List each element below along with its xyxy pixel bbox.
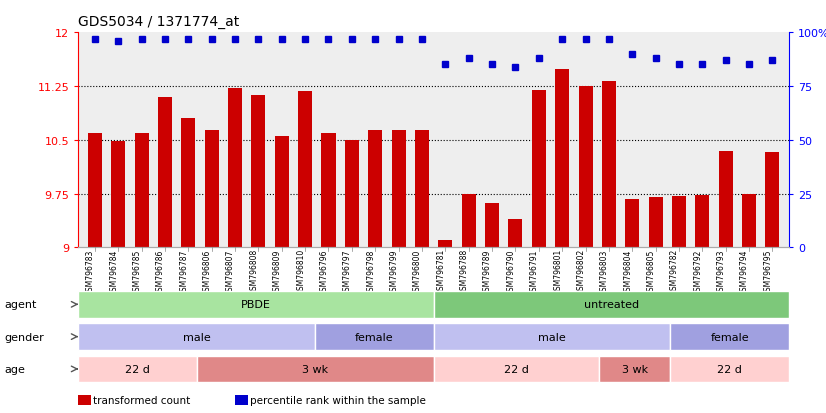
Bar: [695, 195, 710, 248]
Bar: [509, 219, 522, 248]
Text: GSM796808: GSM796808: [249, 249, 259, 295]
Bar: [251, 95, 265, 248]
Text: untreated: untreated: [584, 299, 638, 310]
Bar: [434, 356, 600, 382]
Text: GSM796794: GSM796794: [740, 249, 749, 295]
Text: GSM796791: GSM796791: [529, 249, 539, 295]
Bar: [439, 241, 453, 248]
Bar: [197, 356, 434, 382]
Bar: [434, 292, 789, 318]
Bar: [135, 133, 149, 248]
Bar: [532, 90, 546, 248]
Text: GSM796801: GSM796801: [553, 249, 563, 295]
Bar: [181, 119, 195, 248]
Bar: [672, 196, 686, 248]
Text: GSM796805: GSM796805: [647, 249, 656, 295]
Bar: [78, 292, 434, 318]
Text: GSM796787: GSM796787: [179, 249, 188, 295]
Text: GSM796781: GSM796781: [436, 249, 445, 295]
Text: male: male: [183, 332, 211, 342]
Text: GSM796792: GSM796792: [693, 249, 702, 295]
Bar: [625, 199, 639, 248]
Bar: [158, 97, 172, 248]
Bar: [719, 151, 733, 248]
Bar: [205, 131, 219, 248]
Text: 3 wk: 3 wk: [302, 364, 328, 374]
Text: GSM796790: GSM796790: [506, 249, 515, 295]
Text: percentile rank within the sample: percentile rank within the sample: [249, 395, 425, 405]
Bar: [742, 194, 756, 248]
Text: male: male: [539, 332, 566, 342]
Bar: [112, 142, 126, 248]
Text: GSM796786: GSM796786: [156, 249, 165, 295]
Bar: [434, 324, 671, 350]
Bar: [78, 324, 316, 350]
Text: GSM796785: GSM796785: [132, 249, 141, 295]
Bar: [600, 356, 671, 382]
Text: GDS5034 / 1371774_at: GDS5034 / 1371774_at: [78, 15, 240, 29]
Text: GSM796800: GSM796800: [413, 249, 422, 295]
Bar: [602, 82, 616, 248]
Text: 3 wk: 3 wk: [622, 364, 648, 374]
Bar: [88, 133, 102, 248]
Text: gender: gender: [4, 332, 44, 342]
Text: agent: agent: [4, 299, 36, 310]
Bar: [578, 87, 592, 248]
Bar: [671, 356, 789, 382]
Text: GSM796799: GSM796799: [390, 249, 399, 295]
Text: GSM796789: GSM796789: [483, 249, 492, 295]
Text: GSM796806: GSM796806: [202, 249, 211, 295]
Bar: [78, 356, 197, 382]
Text: transformed count: transformed count: [93, 395, 191, 405]
Text: 22 d: 22 d: [504, 364, 529, 374]
Bar: [485, 204, 499, 248]
Text: GSM796797: GSM796797: [343, 249, 352, 295]
Text: GSM796783: GSM796783: [86, 249, 95, 295]
Text: GSM796804: GSM796804: [624, 249, 632, 295]
Bar: [415, 131, 429, 248]
Text: GSM796796: GSM796796: [320, 249, 329, 295]
Bar: [368, 131, 382, 248]
Bar: [316, 324, 434, 350]
Text: GSM796798: GSM796798: [366, 249, 375, 295]
Bar: [235, 395, 248, 405]
Text: female: female: [355, 332, 394, 342]
Bar: [766, 152, 780, 248]
Bar: [648, 198, 662, 248]
Bar: [228, 89, 242, 248]
Text: female: female: [710, 332, 749, 342]
Bar: [275, 137, 289, 248]
Bar: [392, 131, 406, 248]
Text: 22 d: 22 d: [717, 364, 742, 374]
Bar: [298, 92, 312, 248]
Bar: [344, 140, 358, 248]
Text: PBDE: PBDE: [241, 299, 271, 310]
Text: 22 d: 22 d: [126, 364, 150, 374]
Text: age: age: [4, 364, 25, 374]
Bar: [671, 324, 789, 350]
Text: GSM796807: GSM796807: [226, 249, 235, 295]
Text: GSM796788: GSM796788: [460, 249, 468, 295]
Text: GSM796802: GSM796802: [577, 249, 586, 295]
Bar: [78, 395, 91, 405]
Text: GSM796793: GSM796793: [717, 249, 726, 295]
Bar: [321, 133, 335, 248]
Text: GSM796803: GSM796803: [600, 249, 609, 295]
Bar: [462, 194, 476, 248]
Text: GSM796810: GSM796810: [297, 249, 305, 295]
Text: GSM796782: GSM796782: [670, 249, 679, 295]
Text: GSM796809: GSM796809: [273, 249, 282, 295]
Text: GSM796784: GSM796784: [109, 249, 118, 295]
Bar: [555, 70, 569, 248]
Text: GSM796795: GSM796795: [763, 249, 772, 295]
